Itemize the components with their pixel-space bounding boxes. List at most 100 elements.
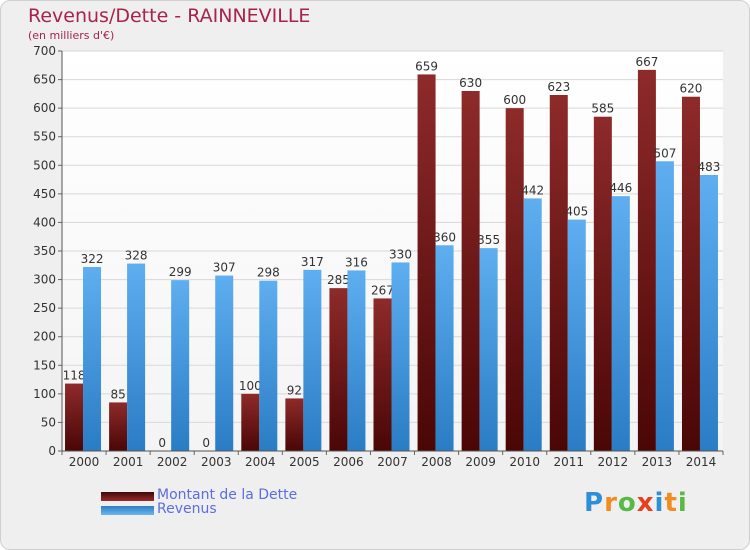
y-tick-label: 350	[33, 244, 56, 258]
x-tick-label: 2005	[289, 455, 320, 469]
revenus-bar-2003	[215, 275, 234, 451]
y-tick-label: 300	[33, 273, 56, 287]
dette-data-label: 600	[503, 93, 526, 107]
dette-data-label: 285	[327, 273, 350, 287]
revenus-data-label: 317	[301, 255, 324, 269]
y-tick-label: 500	[33, 158, 56, 172]
chart-subtitle: (en milliers d'€)	[28, 29, 115, 42]
y-tick-label: 700	[33, 44, 56, 58]
dette-bar-2011	[549, 95, 568, 451]
dette-bar-2013	[637, 69, 656, 451]
y-tick-label: 50	[41, 415, 56, 429]
revenus-bar-2007	[391, 262, 410, 451]
revenus-bar-2006	[347, 270, 366, 451]
revenus-data-label: 328	[125, 249, 148, 263]
dette-bar-2012	[593, 116, 612, 451]
revenus-bar-2013	[655, 161, 674, 452]
dette-data-label: 667	[635, 55, 658, 69]
x-tick-label: 2002	[157, 455, 188, 469]
legend-swatch-revenus	[101, 506, 154, 515]
dette-bar-2000	[65, 383, 84, 451]
dette-data-label: 0	[158, 436, 166, 450]
logo-letter: x	[636, 488, 655, 518]
revenus-data-label: 405	[565, 205, 588, 219]
dette-data-label: 92	[287, 383, 302, 397]
dette-bar-2014	[681, 96, 700, 451]
x-tick-label: 2014	[686, 455, 717, 469]
revenus-data-label: 507	[653, 146, 676, 160]
dette-data-label: 630	[459, 76, 482, 90]
dette-bar-2005	[285, 398, 304, 451]
revenus-data-label: 442	[521, 183, 544, 197]
dette-bar-2010	[505, 108, 524, 452]
dette-bar-2008	[417, 74, 436, 451]
y-tick-label: 150	[33, 358, 56, 372]
dette-data-label: 118	[63, 369, 86, 383]
x-tick-label: 2011	[553, 455, 584, 469]
x-tick-label: 2000	[69, 455, 100, 469]
x-tick-label: 2006	[333, 455, 364, 469]
x-tick-label: 2004	[245, 455, 276, 469]
y-tick-label: 650	[33, 73, 56, 87]
revenus-bar-2000	[83, 267, 102, 451]
revenus-bar-2005	[303, 269, 322, 451]
y-tick-label: 100	[33, 387, 56, 401]
legend-label-revenus: Revenus	[157, 501, 217, 517]
revenus-data-label: 299	[169, 265, 192, 279]
dette-data-label: 585	[591, 102, 614, 116]
legend-label-dette: Montant de la Dette	[157, 487, 298, 503]
revenus-data-label: 446	[609, 181, 632, 195]
y-tick-label: 0	[48, 444, 56, 458]
x-tick-label: 2001	[113, 455, 144, 469]
y-tick-label: 400	[33, 215, 56, 229]
dette-data-label: 85	[110, 387, 125, 401]
revenus-bar-2011	[567, 219, 586, 451]
dette-bar-2001	[109, 402, 128, 451]
x-tick-label: 2003	[201, 455, 232, 469]
revenus-data-label: 355	[477, 233, 500, 247]
revenus-bar-2002	[171, 280, 190, 451]
proxiti-logo: Proxiti	[584, 488, 688, 518]
revenus-bar-2008	[435, 245, 454, 451]
logo-letter: r	[604, 488, 618, 518]
x-tick-label: 2008	[421, 455, 452, 469]
revenus-data-label: 322	[81, 252, 104, 266]
logo-letter: i	[654, 488, 665, 518]
dette-bar-2009	[461, 91, 480, 451]
revenus-data-label: 316	[345, 255, 368, 269]
revenus-data-label: 298	[257, 266, 280, 280]
legend-swatch-dette	[101, 492, 154, 501]
revenus-data-label: 330	[389, 247, 412, 261]
revenus-bar-2001	[127, 263, 146, 451]
dette-data-label: 0	[202, 436, 210, 450]
logo-letter: t	[664, 488, 678, 518]
revenus-data-label: 483	[698, 160, 721, 174]
x-tick-label: 2007	[377, 455, 408, 469]
dette-data-label: 267	[371, 283, 394, 297]
dette-data-label: 620	[680, 82, 703, 96]
revenus-bar-2014	[699, 175, 718, 451]
revenus-bar-2012	[611, 196, 630, 451]
logo-letter: P	[584, 488, 605, 518]
dette-data-label: 659	[415, 59, 438, 73]
x-tick-label: 2010	[509, 455, 540, 469]
y-tick-label: 600	[33, 101, 56, 115]
dette-bar-2004	[241, 393, 260, 451]
dette-bar-2007	[373, 298, 392, 451]
chart-title: Revenus/Dette - RAINNEVILLE	[28, 5, 311, 27]
revenus-data-label: 307	[213, 261, 236, 275]
dette-data-label: 100	[239, 379, 262, 393]
dette-bar-2006	[329, 288, 348, 451]
x-tick-label: 2009	[465, 455, 496, 469]
dette-data-label: 623	[547, 80, 570, 94]
logo-letter: o	[617, 488, 637, 518]
revenus-bar-2009	[479, 248, 498, 451]
revenus-bar-2004	[259, 280, 278, 451]
y-tick-label: 550	[33, 130, 56, 144]
revenus-bar-2010	[523, 198, 542, 451]
x-tick-label: 2013	[642, 455, 673, 469]
x-tick-label: 2012	[598, 455, 629, 469]
revenus-data-label: 360	[433, 230, 456, 244]
